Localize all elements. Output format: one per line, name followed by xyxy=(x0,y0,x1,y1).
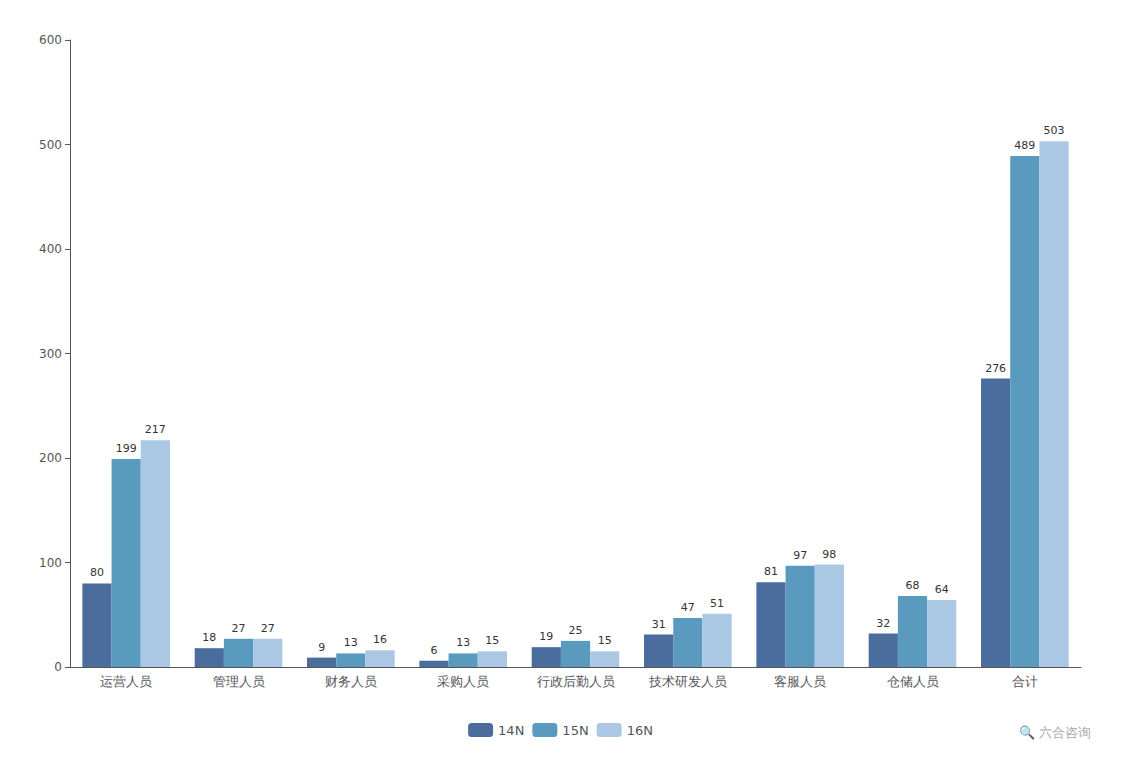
svg-text:503: 503 xyxy=(1044,124,1065,137)
svg-text:15N: 15N xyxy=(562,723,588,738)
svg-text:51: 51 xyxy=(710,597,724,610)
svg-text:80: 80 xyxy=(90,566,104,579)
svg-text:100: 100 xyxy=(39,556,62,570)
svg-text:合计: 合计 xyxy=(1012,674,1038,689)
svg-text:47: 47 xyxy=(681,601,695,614)
svg-text:400: 400 xyxy=(39,242,62,256)
svg-text:16: 16 xyxy=(373,633,387,646)
svg-text:25: 25 xyxy=(569,624,583,637)
svg-text:采购人员: 采购人员 xyxy=(437,674,489,689)
svg-text:财务人员: 财务人员 xyxy=(325,674,377,689)
svg-text:27: 27 xyxy=(232,622,246,635)
svg-text:运营人员: 运营人员 xyxy=(100,674,152,689)
svg-text:98: 98 xyxy=(822,548,836,561)
svg-text:31: 31 xyxy=(652,618,666,631)
svg-text:27: 27 xyxy=(261,622,275,635)
svg-text:64: 64 xyxy=(935,583,949,596)
svg-text:97: 97 xyxy=(793,549,807,562)
svg-text:276: 276 xyxy=(985,362,1006,375)
svg-text:15: 15 xyxy=(485,634,499,647)
svg-text:客服人员: 客服人员 xyxy=(774,674,826,689)
svg-text:13: 13 xyxy=(456,636,470,649)
svg-text:200: 200 xyxy=(39,451,62,465)
svg-text:仓储人员: 仓储人员 xyxy=(887,674,939,689)
svg-text:0: 0 xyxy=(54,660,62,674)
svg-text:15: 15 xyxy=(598,634,612,647)
svg-text:技术研发人员: 技术研发人员 xyxy=(648,674,727,689)
svg-text:14N: 14N xyxy=(498,723,524,738)
svg-text:489: 489 xyxy=(1014,139,1035,152)
svg-text:300: 300 xyxy=(39,347,62,361)
svg-text:管理人员: 管理人员 xyxy=(213,674,265,689)
svg-text:217: 217 xyxy=(145,423,166,436)
svg-text:81: 81 xyxy=(764,565,778,578)
svg-text:6: 6 xyxy=(430,644,437,657)
svg-text:18: 18 xyxy=(202,631,216,644)
svg-text:600: 600 xyxy=(39,33,62,47)
svg-text:199: 199 xyxy=(116,442,137,455)
svg-text:🔍 六合咨询: 🔍 六合咨询 xyxy=(1019,724,1091,740)
svg-text:68: 68 xyxy=(906,579,920,592)
svg-text:9: 9 xyxy=(318,641,325,654)
svg-text:19: 19 xyxy=(539,630,553,643)
svg-text:13: 13 xyxy=(344,636,358,649)
svg-text:32: 32 xyxy=(876,617,890,630)
svg-text:500: 500 xyxy=(39,138,62,152)
svg-text:行政后勤人员: 行政后勤人员 xyxy=(537,674,615,689)
svg-text:16N: 16N xyxy=(627,723,653,738)
